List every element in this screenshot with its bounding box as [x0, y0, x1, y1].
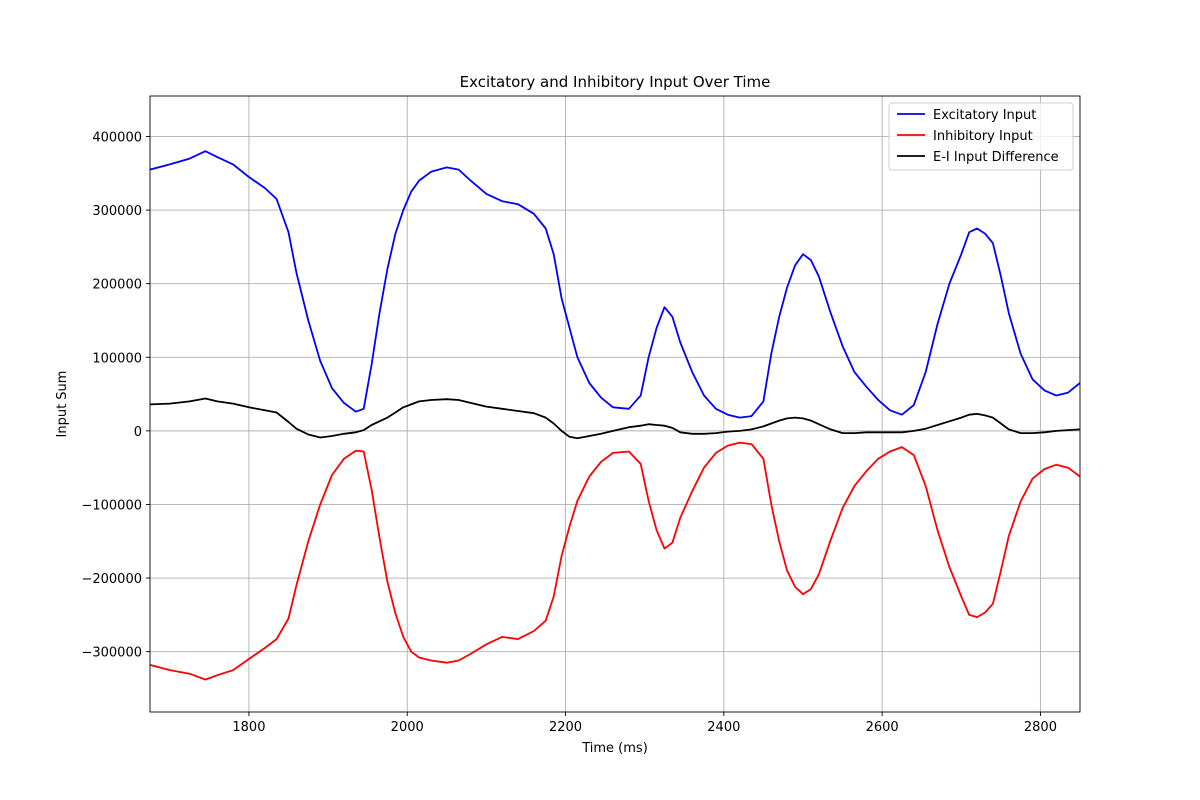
x-tick-label: 1800 — [232, 720, 265, 735]
legend-box — [888, 102, 1074, 171]
x-tick-label: 2600 — [866, 720, 899, 735]
y-tick-label: 0 — [134, 425, 142, 440]
series-line-inhibitory-input — [150, 441, 1080, 681]
y-tick-label: 100000 — [92, 351, 142, 366]
series-line-excitatory-input — [150, 150, 1080, 419]
x-axis-label: Time (ms) — [581, 741, 648, 756]
x-tick-label: 2200 — [549, 720, 582, 735]
y-axis-label: Input Sum — [55, 371, 70, 438]
plot-frame — [149, 95, 1081, 713]
x-tick-label: 2800 — [1024, 720, 1057, 735]
legend: Excitatory Input Inhibitory Input E-I Inpu… — [888, 102, 1074, 171]
legend-entry: Excitatory Input — [933, 108, 1036, 123]
y-tick-label: −100000 — [81, 498, 142, 513]
y-tick-label: −300000 — [81, 646, 142, 661]
legend-entry: Inhibitory Input — [933, 129, 1033, 144]
series-line-e-i-input-difference — [150, 397, 1080, 440]
y-tick-label: 300000 — [92, 204, 142, 219]
legend-entry: E-I Input Difference — [933, 150, 1059, 165]
x-tick-label: 2000 — [391, 720, 424, 735]
series-lines — [150, 150, 1080, 681]
y-tick-label: −200000 — [81, 572, 142, 587]
y-tick-label: 400000 — [92, 130, 142, 145]
y-axis-ticks: −300000 −200000 −100000 0 100000 200000 300000… — [81, 130, 150, 661]
x-tick-label: 2400 — [707, 720, 740, 735]
x-axis-ticks: 1800 2000 2200 2400 2600 2800 — [232, 712, 1057, 735]
chart-title: Excitatory and Inhibitory Input Over Tim… — [460, 73, 771, 91]
y-tick-label: 200000 — [92, 278, 142, 293]
